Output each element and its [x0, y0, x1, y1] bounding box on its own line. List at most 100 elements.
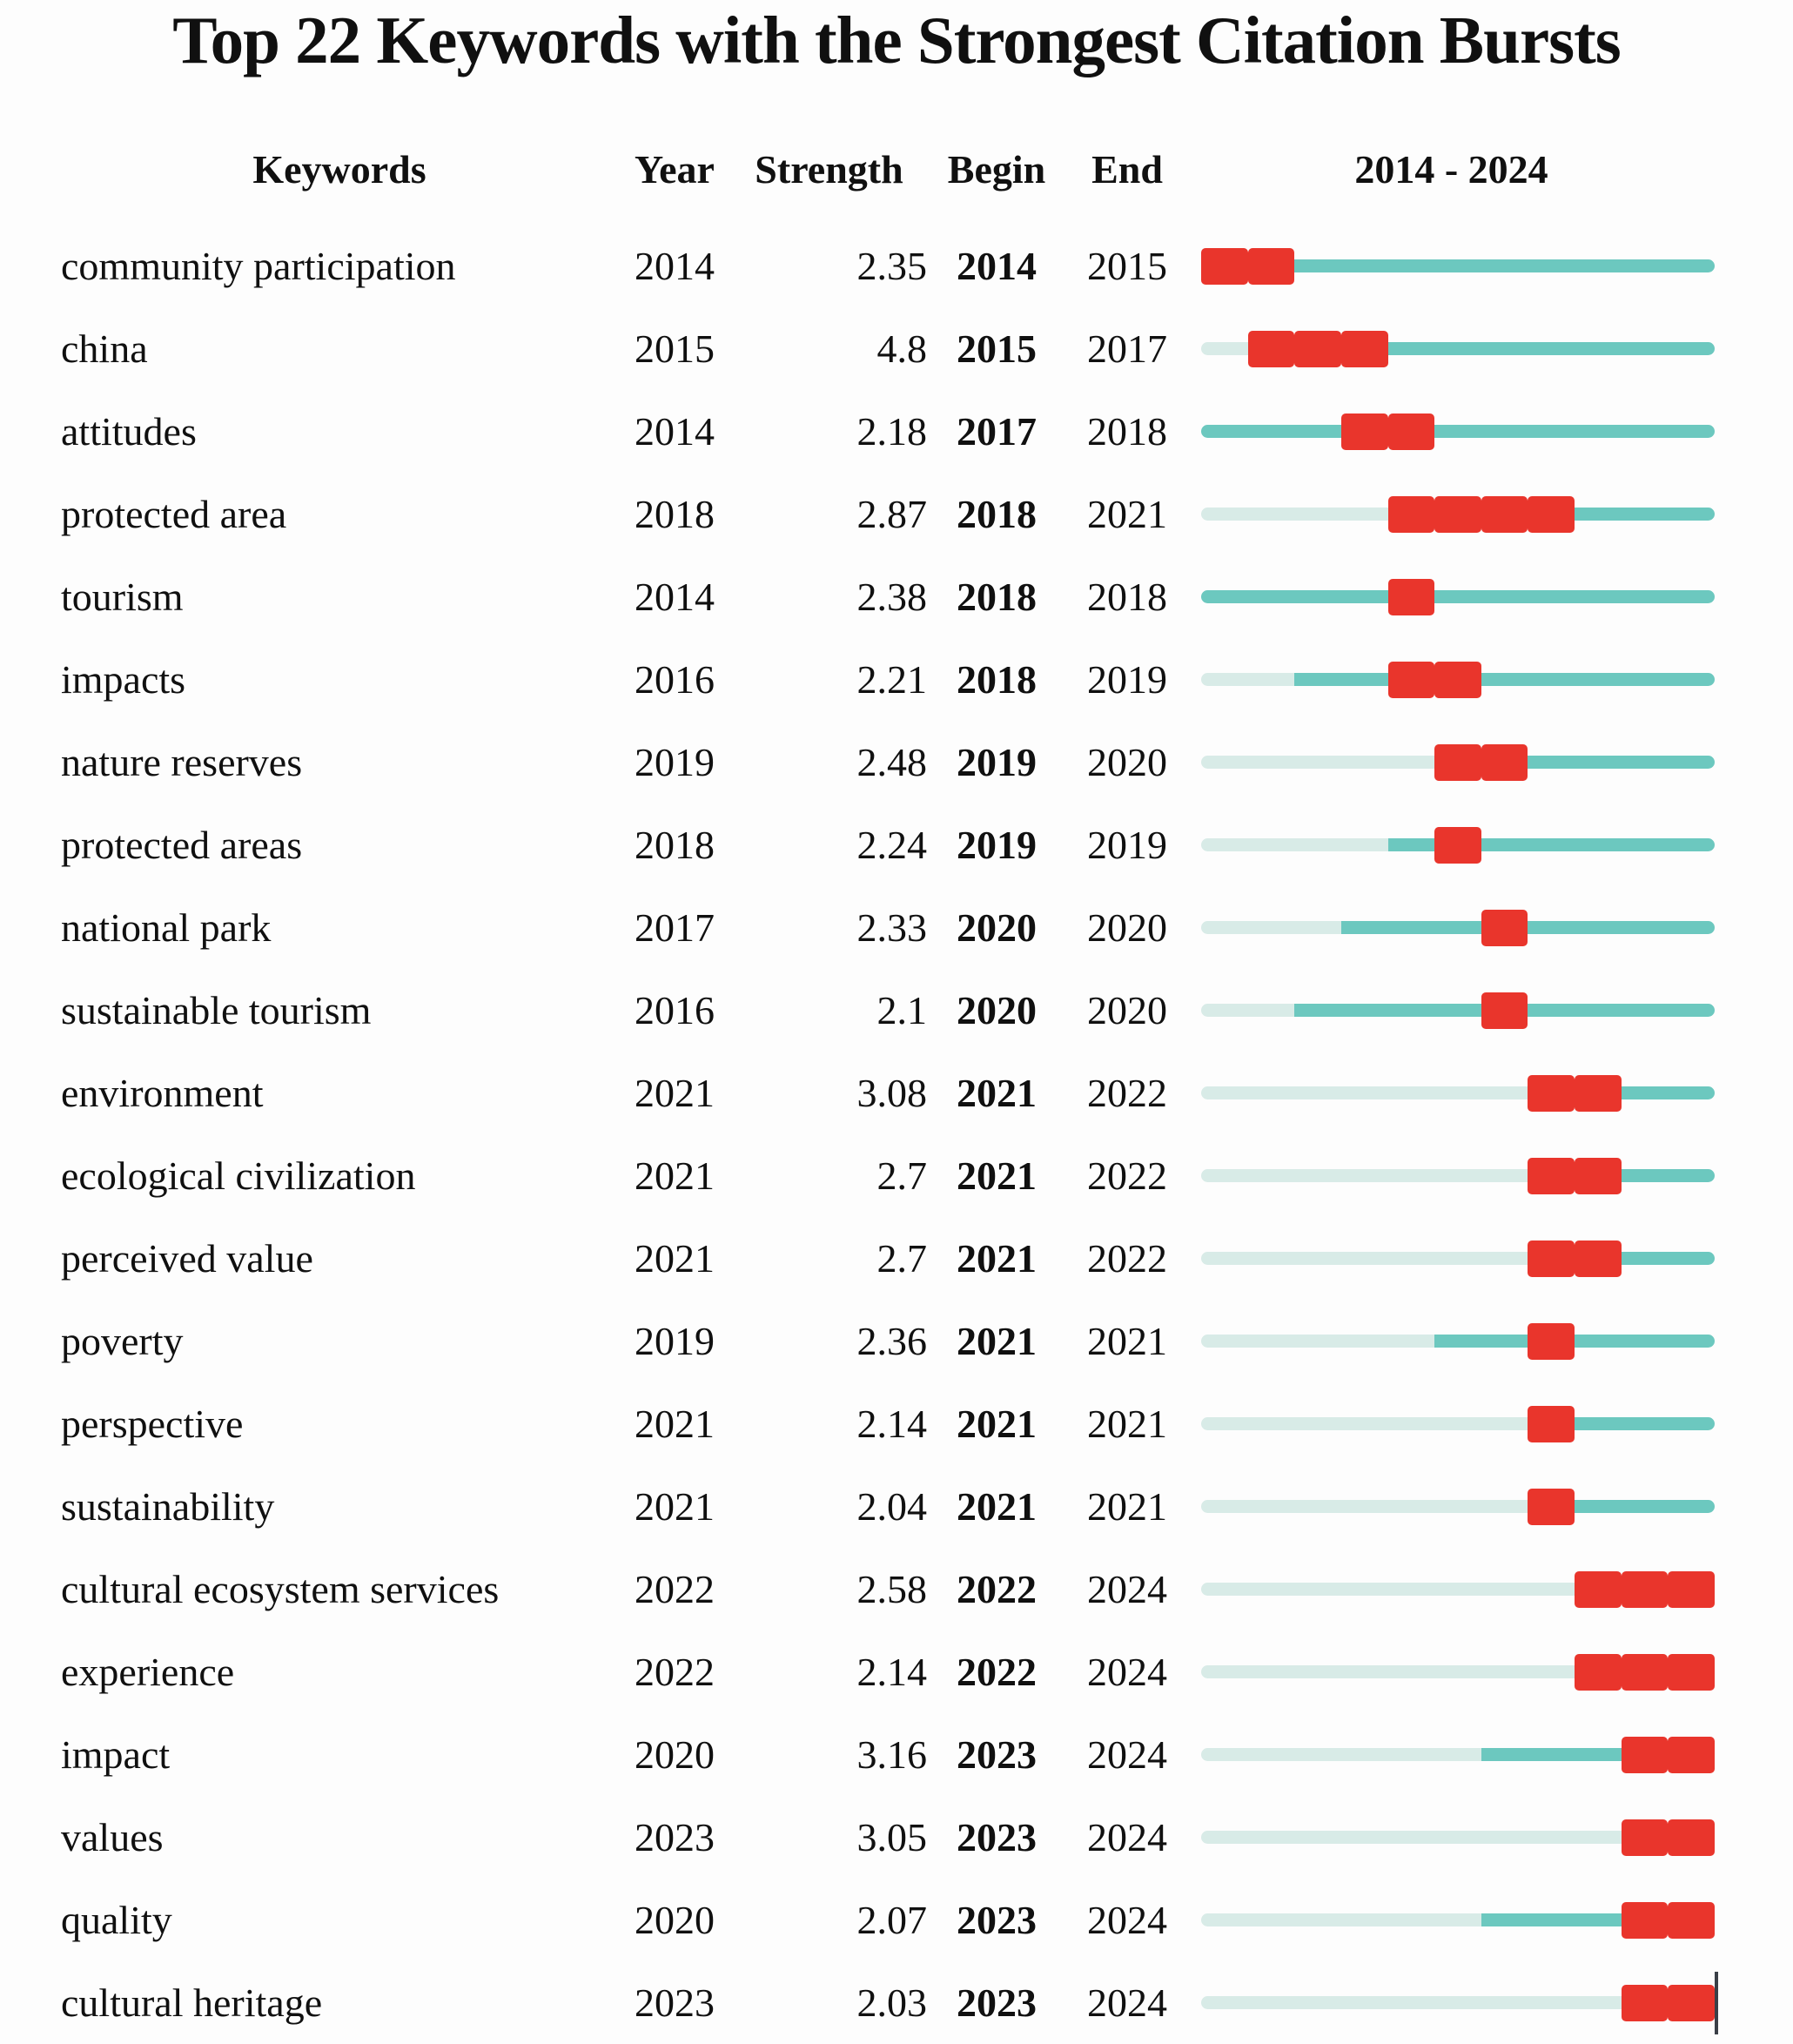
end-cell: 2024: [1087, 1732, 1167, 1777]
active-segment: [1528, 1004, 1575, 1017]
burst-segment: [1528, 1240, 1575, 1277]
keyword-cell: cultural heritage: [61, 1980, 323, 2025]
begin-cell: 2017: [957, 409, 1037, 454]
burst-segment: [1575, 1653, 1622, 1691]
burst-segment: [1528, 1157, 1575, 1194]
keyword-cell: attitudes: [61, 409, 197, 454]
inactive-segment: [1387, 1252, 1435, 1265]
active-segment: [1481, 259, 1528, 272]
table-row: ecological civilization 2021 2.7 2021 2022: [0, 1134, 1793, 1217]
active-segment: [1668, 1335, 1716, 1348]
inactive-segment: [1247, 508, 1295, 521]
strength-cell: 2.36: [856, 1319, 928, 1363]
inactive-segment: [1528, 1996, 1575, 2009]
active-segment: [1528, 590, 1575, 603]
end-cell: 2022: [1087, 1153, 1167, 1198]
inactive-segment: [1201, 342, 1248, 355]
active-segment: [1528, 838, 1575, 851]
table-row: attitudes 2014 2.18 2017 2018: [0, 390, 1793, 473]
end-cell: 2021: [1087, 492, 1167, 536]
inactive-segment: [1294, 921, 1341, 934]
inactive-segment: [1387, 1665, 1435, 1678]
inactive-segment: [1481, 1665, 1528, 1678]
year-cell: 2023: [635, 1980, 715, 2025]
strength-cell: 2.04: [856, 1484, 928, 1529]
keyword-cell: poverty: [61, 1319, 184, 1363]
strength-cell: 3.16: [856, 1732, 928, 1777]
burst-segment: [1668, 1736, 1716, 1773]
end-cell: 2018: [1087, 409, 1167, 454]
burst-segment: [1340, 413, 1388, 450]
strength-cell: 2.7: [876, 1153, 928, 1198]
strength-cell: 2.33: [856, 905, 928, 950]
inactive-segment: [1481, 1831, 1528, 1844]
inactive-segment: [1340, 1086, 1388, 1099]
inactive-segment: [1201, 1417, 1248, 1430]
begin-cell: 2021: [957, 1153, 1037, 1198]
timeline-bar: [1201, 1971, 1718, 2034]
table-row: experience 2022 2.14 2022 2024: [0, 1630, 1793, 1713]
burst-segment: [1528, 1322, 1575, 1360]
active-segment: [1668, 1086, 1716, 1099]
year-cell: 2014: [635, 575, 715, 619]
strength-cell: 2.14: [856, 1650, 928, 1694]
table-row: cultural heritage 2023 2.03 2023 2024: [0, 1961, 1793, 2044]
active-segment: [1621, 425, 1669, 438]
inactive-segment: [1387, 1417, 1435, 1430]
active-segment: [1575, 838, 1622, 851]
timeline-cell: [1188, 1961, 1793, 2044]
inactive-segment: [1387, 1169, 1435, 1182]
inactive-segment: [1294, 1335, 1341, 1348]
keyword-cell: nature reserves: [61, 740, 303, 784]
year-cell: 2017: [635, 905, 715, 950]
burst-segment: [1668, 1984, 1716, 2021]
burst-segment: [1387, 661, 1435, 698]
inactive-segment: [1201, 1169, 1248, 1182]
inactive-segment: [1340, 838, 1388, 851]
active-segment: [1575, 590, 1622, 603]
end-cell: 2020: [1087, 988, 1167, 1032]
inactive-segment: [1434, 1169, 1481, 1182]
active-segment: [1668, 1500, 1716, 1513]
inactive-segment: [1387, 1500, 1435, 1513]
active-segment: [1481, 673, 1528, 686]
active-segment: [1668, 756, 1716, 769]
inactive-segment: [1201, 1252, 1248, 1265]
inactive-segment: [1575, 1996, 1622, 2009]
active-segment: [1434, 259, 1481, 272]
burst-segment: [1668, 1819, 1716, 1856]
active-segment: [1528, 342, 1575, 355]
timeline-cell: [1188, 638, 1793, 721]
active-segment: [1340, 673, 1388, 686]
table-row: china 2015 4.8 2015 2017: [0, 307, 1793, 390]
active-segment: [1434, 590, 1481, 603]
timeline-bar: [1201, 826, 1716, 864]
active-segment: [1575, 342, 1622, 355]
begin-cell: 2023: [957, 1898, 1037, 1942]
inactive-segment: [1247, 1086, 1295, 1099]
keyword-cell: impacts: [61, 657, 186, 702]
keyword-cell: protected area: [61, 492, 287, 536]
timeline-cell: [1188, 1382, 1793, 1465]
table-row: values 2023 3.05 2023 2024: [0, 1796, 1793, 1879]
begin-cell: 2018: [957, 657, 1037, 702]
active-segment: [1668, 1417, 1716, 1430]
active-segment: [1668, 590, 1716, 603]
table-row: perceived value 2021 2.7 2021 2022: [0, 1217, 1793, 1300]
inactive-segment: [1434, 1500, 1481, 1513]
timeline-cell: [1188, 886, 1793, 969]
inactive-segment: [1387, 1996, 1435, 2009]
table-row: national park 2017 2.33 2020 2020: [0, 886, 1793, 969]
active-segment: [1528, 1913, 1575, 1926]
inactive-segment: [1481, 1996, 1528, 2009]
keyword-cell: environment: [61, 1071, 264, 1115]
active-segment: [1668, 259, 1716, 272]
inactive-segment: [1434, 1748, 1481, 1761]
inactive-segment: [1340, 756, 1388, 769]
burst-segment: [1294, 330, 1341, 367]
timeline-bar: [1201, 1074, 1716, 1112]
timeline-cell: [1188, 1713, 1793, 1796]
strength-cell: 3.05: [856, 1815, 928, 1859]
inactive-segment: [1340, 1169, 1388, 1182]
end-cell: 2024: [1087, 1815, 1167, 1859]
